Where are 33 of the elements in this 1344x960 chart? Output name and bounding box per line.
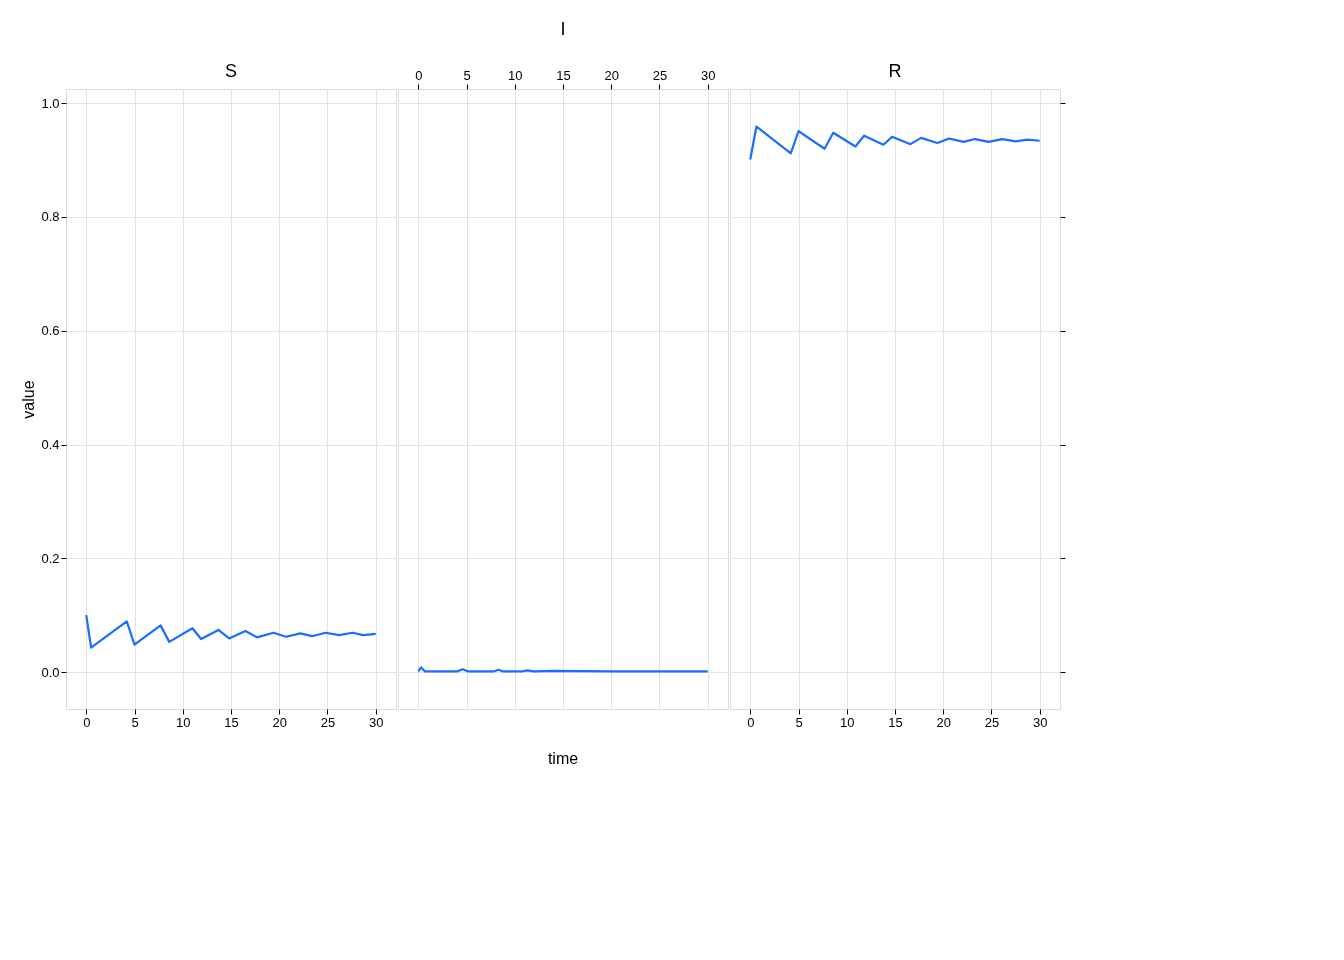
x-tick-label: 0 — [415, 67, 423, 83]
x-tick-label: 30 — [1033, 714, 1048, 730]
chart-title: S — [224, 61, 238, 81]
x-tick-label: 30 — [701, 67, 716, 83]
x-tick-label: 15 — [888, 714, 903, 730]
chart-title: I — [560, 19, 566, 39]
x-tick-label: 25 — [320, 714, 336, 730]
x-tick-label: 10 — [508, 67, 523, 83]
y-tick-label: 0.2 — [41, 550, 60, 566]
x-tick-label: 0 — [83, 714, 91, 730]
y-axis-title: value — [20, 380, 38, 419]
x-tick-label: 15 — [556, 67, 571, 83]
x-tick-label: 5 — [131, 714, 139, 730]
x-tick-label: 5 — [795, 714, 803, 730]
x-tick-label: 20 — [272, 714, 287, 730]
x-tick-label: 20 — [604, 67, 619, 83]
line-series — [85, 614, 377, 649]
x-tick-label: 0 — [747, 714, 755, 730]
y-tick-label: 0.4 — [41, 437, 60, 452]
x-tick-label: 15 — [224, 714, 239, 730]
y-tick-label: 0.0 — [41, 664, 60, 680]
y-tick-label: 0.8 — [41, 209, 60, 225]
x-tick-label: 25 — [652, 67, 668, 83]
x-tick-label: 30 — [369, 714, 384, 730]
x-tick-label: 20 — [936, 714, 951, 730]
x-tick-label: 10 — [840, 714, 855, 730]
x-tick-label: 5 — [463, 67, 471, 83]
y-tick-label: 0.6 — [41, 323, 60, 339]
chart-title: R — [888, 61, 902, 81]
y-tick-label: 1.0 — [41, 95, 60, 111]
x-tick-label: 25 — [984, 714, 1000, 730]
x-axis-title: time — [547, 750, 579, 767]
x-tick-label: 10 — [176, 714, 191, 730]
